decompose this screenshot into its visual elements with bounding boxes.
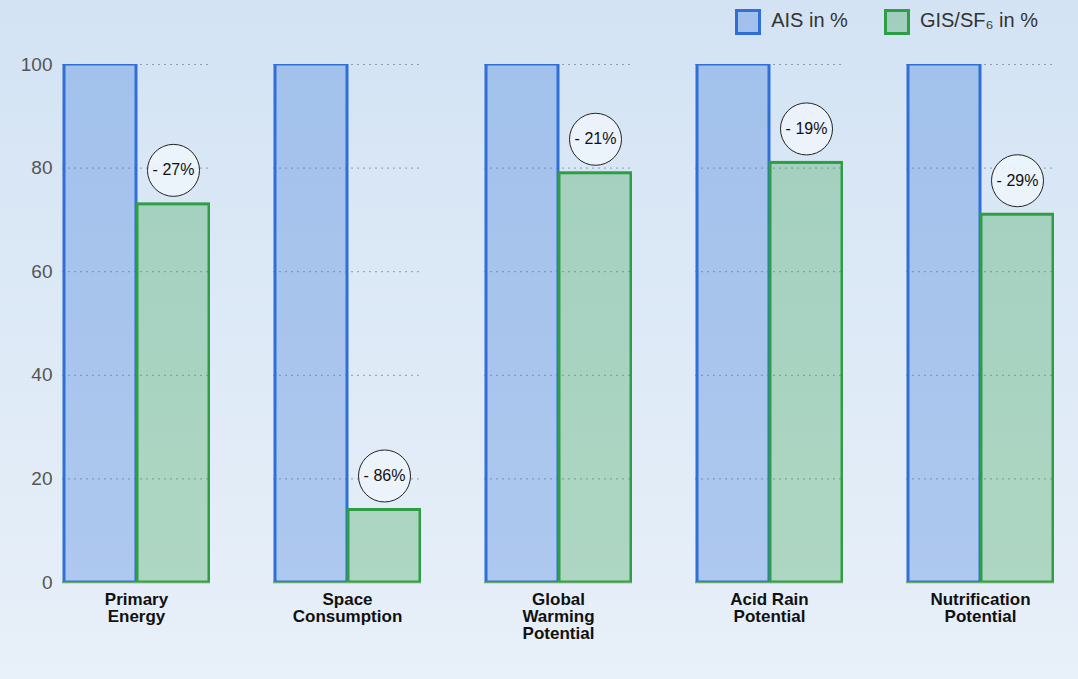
- svg-text:SpaceConsumption: SpaceConsumption: [293, 590, 403, 626]
- svg-text:60: 60: [31, 261, 52, 282]
- svg-text:100: 100: [21, 54, 53, 75]
- svg-text:- 86%: - 86%: [364, 467, 406, 484]
- svg-text:- 21%: - 21%: [575, 130, 617, 147]
- html-text:AIS in %: AIS in %: [771, 9, 848, 32]
- svg-text:NutrificationPotential: NutrificationPotential: [930, 590, 1030, 626]
- svg-text:- 29%: - 29%: [997, 172, 1039, 189]
- svg-text:80: 80: [31, 157, 52, 178]
- svg-text:Acid RainPotential: Acid RainPotential: [730, 590, 808, 626]
- svg-text:20: 20: [31, 468, 52, 489]
- svg-text:40: 40: [31, 364, 52, 385]
- html-text:GIS/SF₆ in %: GIS/SF₆ in %: [919, 9, 1038, 32]
- svg-text:- 27%: - 27%: [153, 161, 195, 178]
- svg-text:GlobalWarmingPotential: GlobalWarmingPotential: [522, 590, 594, 643]
- svg-text:- 19%: - 19%: [786, 120, 828, 137]
- svg-text:PrimaryEnergy: PrimaryEnergy: [105, 590, 169, 626]
- svg-text:0: 0: [42, 572, 53, 593]
